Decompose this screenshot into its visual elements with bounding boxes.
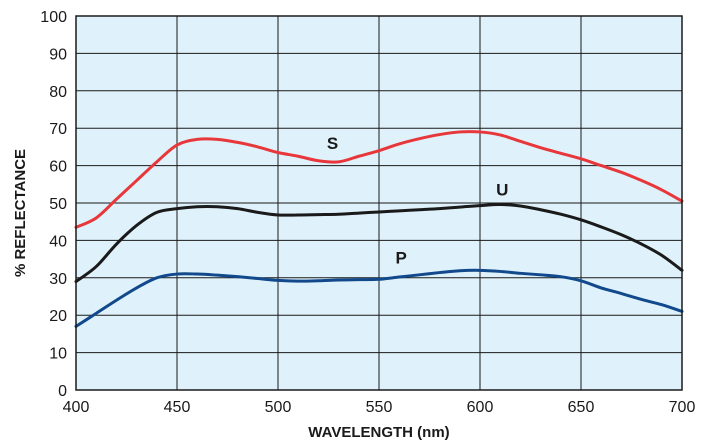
y-tick-label-30: 30: [49, 271, 67, 288]
y-tick-label-20: 20: [49, 308, 67, 325]
y-tick-label-0: 0: [58, 383, 67, 400]
x-axis-ticks: 400 450 500 550 600 650 700: [63, 399, 696, 416]
series-line-s: [74, 130, 684, 229]
y-axis-title: % REFLECTANCE: [12, 149, 29, 277]
y-tick-label-40: 40: [49, 233, 67, 250]
series-label-u: U: [496, 181, 508, 200]
x-tick-label-550: 550: [366, 399, 393, 416]
series-line-u: [74, 202, 684, 284]
y-tick-label-80: 80: [49, 84, 67, 101]
x-tick-label-650: 650: [568, 399, 595, 416]
y-tick-label-100: 100: [40, 9, 67, 26]
x-tick-label-500: 500: [265, 399, 292, 416]
y-tick-label-70: 70: [49, 121, 67, 138]
y-tick-label-60: 60: [49, 159, 67, 176]
x-tick-label-700: 700: [669, 399, 696, 416]
x-axis-title: WAVELENGTH (nm): [308, 424, 449, 441]
y-axis-ticks: 0 10 20 30 40 50 60 70 80 90 100: [40, 9, 67, 400]
series-layer: [74, 130, 684, 328]
series-label-p: P: [396, 249, 407, 268]
x-tick-label-600: 600: [467, 399, 494, 416]
series-label-s: S: [327, 134, 338, 153]
x-tick-label-400: 400: [63, 399, 90, 416]
series-labels: S U P: [327, 134, 508, 268]
y-tick-label-90: 90: [49, 46, 67, 63]
plot-frame: [75, 15, 683, 391]
y-tick-label-10: 10: [49, 346, 67, 363]
series-line-p: [74, 268, 684, 328]
x-tick-label-450: 450: [164, 399, 191, 416]
y-tick-label-50: 50: [49, 196, 67, 213]
